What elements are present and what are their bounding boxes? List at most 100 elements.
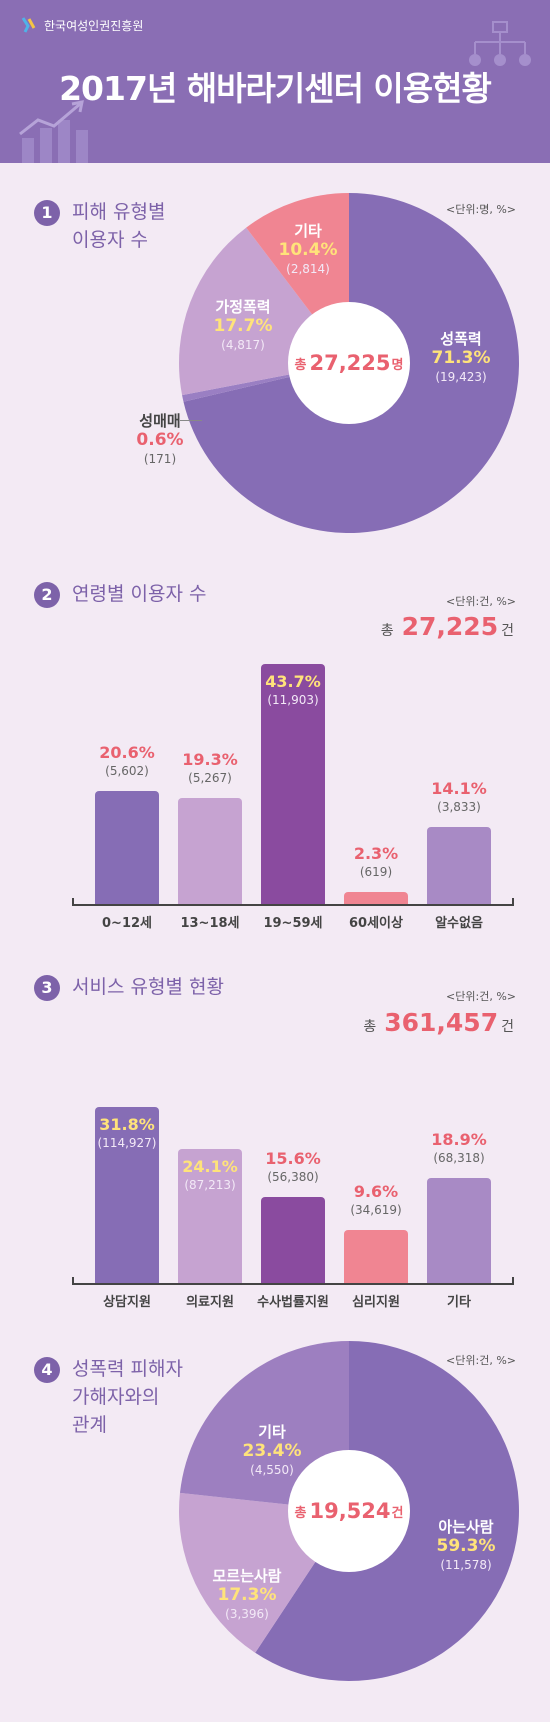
pie1-label-other: 기타 10.4% (2,814) bbox=[268, 222, 348, 279]
section3-title: 서비스 유형별 현황 bbox=[72, 976, 224, 998]
pie2-label-pct: 17.3% bbox=[217, 1585, 277, 1605]
bar-label-pct: 24.1% bbox=[182, 1157, 238, 1177]
org-logo-icon bbox=[21, 17, 36, 33]
pie2-label-stranger: 모르는사람 17.3% (3,396) bbox=[197, 1567, 297, 1624]
pie2-label-other: 기타 23.4% (4,550) bbox=[232, 1423, 312, 1480]
pie1-label-pct: 0.6% bbox=[136, 430, 184, 450]
bar-label-pct: 20.6% bbox=[99, 743, 155, 763]
bar-category-label: 기타 bbox=[447, 1295, 471, 1310]
pie1-total-value: 27,225 bbox=[309, 351, 391, 375]
section3-number: 3 bbox=[34, 975, 60, 1001]
section4-number: 4 bbox=[34, 1357, 60, 1383]
pie2-label-acquaintance: 아는사람 59.3% (11,578) bbox=[416, 1518, 516, 1575]
bar-label-count: (5,267) bbox=[188, 770, 232, 785]
bar-label-0: 31.8% (114,927) bbox=[82, 1115, 172, 1153]
bar-label-count: (68,318) bbox=[433, 1151, 485, 1166]
section3-total-suffix: 건 bbox=[501, 1019, 514, 1035]
pie1-label-count: (171) bbox=[143, 452, 177, 466]
pie1-leader-line bbox=[180, 420, 202, 421]
bar-label-1: 19.3% (5,267) bbox=[165, 750, 255, 788]
section2-total: 총 27,225 건 bbox=[381, 612, 514, 641]
pie2-label-count: (11,578) bbox=[440, 1558, 492, 1572]
bar-label-pct: 19.3% bbox=[182, 749, 238, 769]
section3-total-value: 361,457 bbox=[384, 1008, 499, 1037]
bar-label-pct: 14.1% bbox=[431, 778, 487, 798]
bar-2 bbox=[261, 1196, 325, 1283]
section1-title: 피해 유형별 이용자 수 bbox=[72, 201, 166, 251]
section4-title: 성폭력 피해자 가해자와의 관계 bbox=[72, 1358, 183, 1436]
pie2-label-pct: 59.3% bbox=[436, 1536, 496, 1556]
pie1-label-sexual-violence: 성폭력 71.3% (19,423) bbox=[411, 330, 511, 387]
pie1-label-count: (19,423) bbox=[435, 370, 487, 384]
bar-chart-axis-tick bbox=[72, 898, 74, 906]
section3-total: 총 361,457 건 bbox=[363, 1008, 514, 1037]
bar-0 bbox=[95, 791, 159, 904]
pie2-center-total: 총 19,524 건 bbox=[288, 1450, 410, 1572]
network-icon bbox=[469, 21, 531, 66]
bar-category-label: 19~59세 bbox=[263, 916, 323, 931]
bar-category-label: 13~18세 bbox=[180, 916, 240, 931]
bar-label-3: 2.3% (619) bbox=[331, 844, 421, 882]
pie2-label-count: (4,550) bbox=[250, 1463, 294, 1477]
growth-chart-icon bbox=[19, 100, 88, 163]
bar-label-count: (3,833) bbox=[437, 799, 481, 814]
org-logo-block: 한국여성인권진흥원 bbox=[20, 16, 143, 34]
section2-number: 2 bbox=[34, 582, 60, 608]
bar-label-pct: 9.6% bbox=[353, 1181, 399, 1201]
bar-label-3: 9.6% (34,619) bbox=[331, 1182, 421, 1220]
pie2-total-suffix: 건 bbox=[391, 1505, 404, 1521]
bar-chart-baseline bbox=[72, 1283, 514, 1285]
section2-unit: <단위:건, %> bbox=[446, 595, 516, 608]
bar-label-2: 43.7% (11,903) bbox=[248, 672, 338, 710]
pie1-label-cat: 기타 bbox=[294, 222, 322, 240]
bar-label-count: (87,213) bbox=[184, 1178, 236, 1193]
pie1-center-total: 총 27,225 명 bbox=[288, 302, 410, 424]
bar-label-pct: 15.6% bbox=[265, 1148, 321, 1168]
bar-chart-axis-tick bbox=[512, 1277, 514, 1285]
pie1-label-prostitution: 성매매 0.6% (171) bbox=[115, 412, 205, 469]
section1-unit: <단위:명, %> bbox=[446, 203, 516, 216]
pie1-label-count: (2,814) bbox=[286, 262, 330, 276]
bar-label-0: 20.6% (5,602) bbox=[82, 743, 172, 781]
section3-total-prefix: 총 bbox=[363, 1019, 377, 1035]
section2-total-value: 27,225 bbox=[401, 612, 499, 641]
page-title: 2017년 해바라기센터 이용현황 bbox=[59, 69, 492, 108]
bar-label-2: 15.6% (56,380) bbox=[248, 1149, 338, 1187]
pie2-label-cat: 아는사람 bbox=[438, 1518, 494, 1536]
pie1-label-cat: 성매매 bbox=[139, 412, 181, 430]
bar-label-count: (34,619) bbox=[350, 1202, 402, 1217]
pie1-label-domestic-violence: 가정폭력 17.7% (4,817) bbox=[193, 298, 293, 355]
section4-unit: <단위:건, %> bbox=[446, 1354, 516, 1367]
bar-1 bbox=[178, 1149, 242, 1283]
bar-category-label: 알수없음 bbox=[435, 916, 483, 931]
bar-3 bbox=[344, 891, 408, 904]
bar-chart-axis-tick bbox=[512, 898, 514, 906]
pie2-label-pct: 23.4% bbox=[242, 1441, 302, 1461]
pie1-total-suffix: 명 bbox=[391, 357, 404, 373]
section1-number: 1 bbox=[34, 200, 60, 226]
org-name: 한국여성인권진흥원 bbox=[44, 18, 144, 33]
bar-category-label: 60세이상 bbox=[349, 916, 403, 931]
bar-0 bbox=[95, 1107, 159, 1283]
bar-label-4: 14.1% (3,833) bbox=[414, 779, 504, 817]
bar-category-label: 심리지원 bbox=[352, 1295, 400, 1310]
bar-category-label: 수사법률지원 bbox=[257, 1295, 329, 1310]
pie1-label-pct: 10.4% bbox=[278, 240, 338, 260]
bar-label-pct: 2.3% bbox=[353, 843, 399, 863]
bar-chart-baseline bbox=[72, 904, 514, 906]
bar-2 bbox=[261, 664, 325, 904]
bar-label-count: (5,602) bbox=[105, 764, 149, 779]
pie2-label-cat: 모르는사람 bbox=[212, 1567, 282, 1585]
bar-label-count: (114,927) bbox=[97, 1136, 157, 1150]
section2-total-prefix: 총 bbox=[380, 623, 394, 639]
bar-label-count: (619) bbox=[359, 864, 393, 879]
bar-label-count: (11,903) bbox=[267, 693, 319, 707]
bar-4 bbox=[427, 1178, 491, 1283]
pie2-label-cat: 기타 bbox=[258, 1423, 286, 1441]
bar-category-label: 0~12세 bbox=[102, 916, 152, 931]
header-banner: 한국여성인권진흥원 2017년 해바라기센터 이용현황 bbox=[0, 0, 550, 163]
section3-unit: <단위:건, %> bbox=[446, 990, 516, 1003]
bar-label-1: 24.1% (87,213) bbox=[165, 1157, 255, 1195]
bar-category-label: 상담지원 bbox=[103, 1295, 151, 1310]
pie1-label-cat: 성폭력 bbox=[440, 330, 482, 348]
